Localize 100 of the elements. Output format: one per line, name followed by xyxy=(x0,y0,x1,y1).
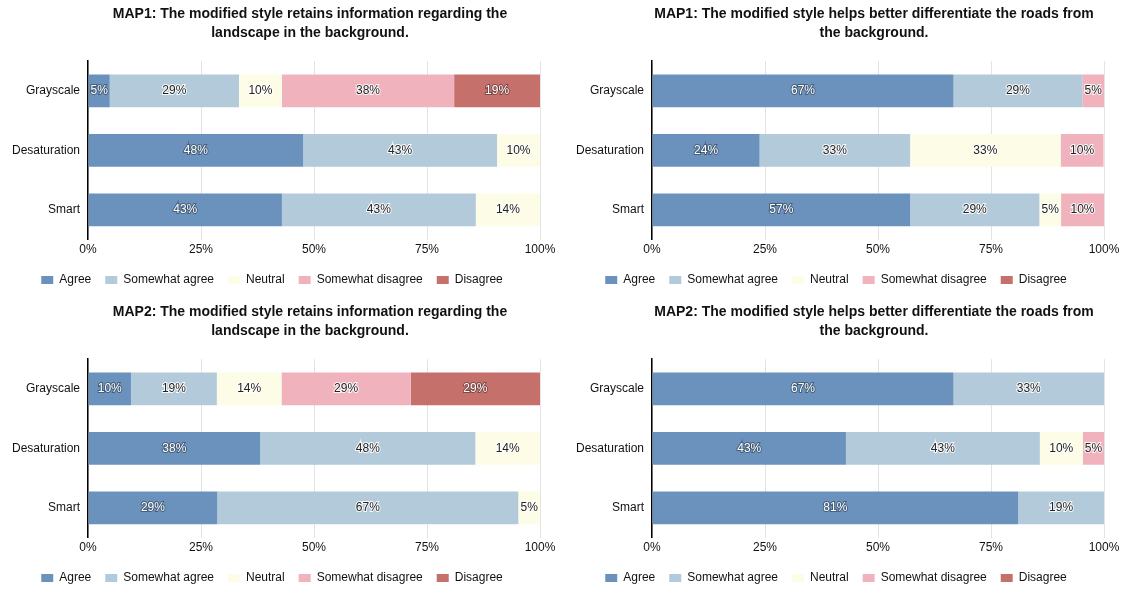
x-tick-label: 50% xyxy=(866,540,891,555)
bar xyxy=(88,491,218,525)
legend-label: Disagree xyxy=(1018,570,1068,585)
bar xyxy=(109,74,239,108)
x-tick-label: 50% xyxy=(302,242,327,257)
legend-label: Agree xyxy=(623,570,656,585)
legend-label: Neutral xyxy=(809,272,849,287)
bar xyxy=(88,134,304,167)
x-tick-label: 75% xyxy=(978,540,1004,555)
y-tick-label: Desaturation xyxy=(575,142,645,157)
bar xyxy=(281,74,455,108)
x-tick-label: 50% xyxy=(866,242,891,257)
data-label: 5% xyxy=(520,500,539,515)
bar xyxy=(652,74,954,108)
data-label: 29% xyxy=(962,202,988,217)
data-label: 10% xyxy=(97,381,123,396)
legend-label: Somewhat agree xyxy=(687,570,779,585)
bar xyxy=(281,372,411,406)
chart-title: MAP1: The modified style helps better differentiate the roads from the background. xyxy=(653,4,1095,42)
legend-label: Somewhat disagree xyxy=(316,570,424,585)
data-label: 29% xyxy=(334,381,359,396)
legend-label: Agree xyxy=(59,272,92,287)
x-tick-label: 25% xyxy=(189,540,214,555)
data-label: 19% xyxy=(161,381,187,396)
data-label: 5% xyxy=(90,83,109,98)
data-label: 43% xyxy=(173,202,198,217)
data-label: 5% xyxy=(1041,202,1060,217)
x-tick-label: 25% xyxy=(753,242,778,257)
data-label: 67% xyxy=(791,381,816,396)
data-label: 48% xyxy=(183,142,209,157)
data-label: 81% xyxy=(823,500,848,515)
bar xyxy=(652,134,760,167)
y-tick-label: Grayscale xyxy=(26,381,81,396)
x-tick-label: 0% xyxy=(79,540,98,555)
legend-label: Disagree xyxy=(1018,272,1068,287)
x-tick-label: 75% xyxy=(978,242,1004,257)
data-label: 10% xyxy=(1049,440,1074,455)
bar xyxy=(910,193,1040,227)
bar xyxy=(652,372,954,406)
x-tick-label: 25% xyxy=(189,242,214,257)
data-label: 14% xyxy=(495,202,521,217)
x-tick-label: 75% xyxy=(414,540,440,555)
y-tick-label: Smart xyxy=(612,500,645,515)
data-label: 43% xyxy=(930,440,956,455)
x-tick-label: 0% xyxy=(643,540,662,555)
data-label: 57% xyxy=(769,202,794,217)
y-tick-label: Smart xyxy=(612,202,645,217)
x-tick-label: 100% xyxy=(524,540,556,555)
y-tick-label: Grayscale xyxy=(26,83,81,98)
x-tick-label: 0% xyxy=(79,242,98,257)
chart-title: MAP1: The modified style retains information regarding the landscape in the background. xyxy=(111,4,509,42)
data-label: 43% xyxy=(366,202,392,217)
data-label: 19% xyxy=(485,83,510,98)
data-label: 29% xyxy=(1005,83,1031,98)
bar xyxy=(217,491,519,525)
data-label: 29% xyxy=(162,83,187,98)
data-label: 48% xyxy=(355,440,381,455)
chart-title: MAP2: The modified style retains information regarding the landscape in the background. xyxy=(111,302,509,340)
legend-label: Agree xyxy=(623,272,656,287)
data-label: 19% xyxy=(1049,500,1074,515)
bar xyxy=(910,134,1061,167)
legend-label: Somewhat disagree xyxy=(880,272,988,287)
data-label: 67% xyxy=(355,500,381,515)
x-tick-label: 25% xyxy=(753,540,778,555)
y-tick-label: Desaturation xyxy=(575,440,645,455)
chart-title: MAP2: The modified style helps better differentiate the roads from the background. xyxy=(653,302,1095,340)
y-tick-label: Smart xyxy=(48,202,81,217)
bar xyxy=(953,74,1083,108)
legend-label: Somewhat agree xyxy=(687,272,779,287)
y-tick-label: Grayscale xyxy=(590,83,645,98)
data-label: 24% xyxy=(694,142,719,157)
data-label: 33% xyxy=(822,142,848,157)
data-label: 33% xyxy=(1016,381,1042,396)
x-tick-label: 75% xyxy=(414,242,440,257)
y-tick-label: Desaturation xyxy=(11,142,81,157)
data-label: 38% xyxy=(162,440,187,455)
bar xyxy=(88,193,282,227)
x-tick-label: 100% xyxy=(1088,540,1120,555)
data-label: 33% xyxy=(973,142,998,157)
data-label: 29% xyxy=(463,381,488,396)
legend-label: Neutral xyxy=(809,570,849,585)
bar xyxy=(281,193,476,227)
y-tick-label: Grayscale xyxy=(590,381,645,396)
data-label: 10% xyxy=(1070,202,1095,217)
bar xyxy=(759,134,911,167)
data-label: 5% xyxy=(1084,83,1103,98)
legend-label: Somewhat agree xyxy=(123,272,215,287)
bar xyxy=(845,432,1040,465)
y-tick-label: Desaturation xyxy=(11,440,81,455)
bar xyxy=(88,432,261,465)
data-label: 10% xyxy=(1070,142,1095,157)
legend-label: Disagree xyxy=(454,272,504,287)
bar xyxy=(953,372,1104,406)
data-label: 43% xyxy=(388,142,413,157)
x-tick-label: 100% xyxy=(1088,242,1120,257)
data-label: 43% xyxy=(737,440,762,455)
bar xyxy=(260,432,476,465)
data-label: 14% xyxy=(495,440,521,455)
bar xyxy=(652,432,846,465)
data-label: 67% xyxy=(791,83,816,98)
